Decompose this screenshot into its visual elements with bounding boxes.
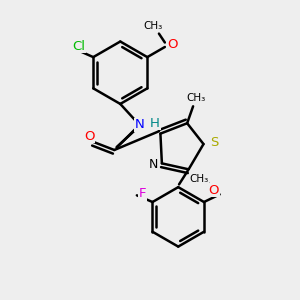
Text: O: O <box>208 184 219 197</box>
Text: CH₃: CH₃ <box>186 93 206 103</box>
Text: H: H <box>150 117 160 130</box>
Text: N: N <box>148 158 158 171</box>
Text: F: F <box>139 187 146 200</box>
Text: CH₃: CH₃ <box>143 21 163 31</box>
Text: Cl: Cl <box>72 40 85 53</box>
Text: S: S <box>210 136 218 149</box>
Text: N: N <box>135 118 145 131</box>
Text: O: O <box>84 130 94 142</box>
Text: CH₃: CH₃ <box>189 174 208 184</box>
Text: O: O <box>167 38 178 50</box>
